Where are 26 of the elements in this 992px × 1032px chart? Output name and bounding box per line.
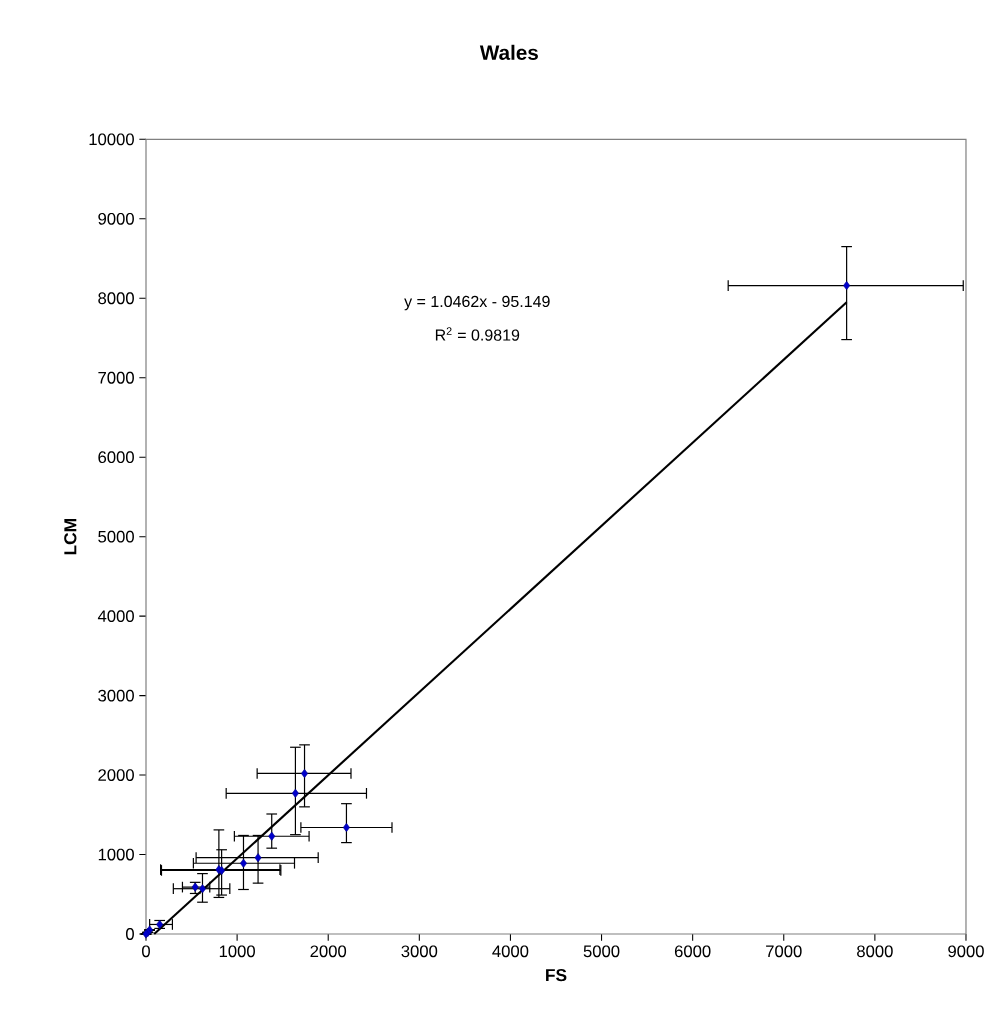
y-tick-label: 1000: [98, 848, 134, 861]
x-tick-label: 0: [142, 945, 150, 958]
y-tick-label: 9000: [98, 212, 134, 225]
x-tick-label: 8000: [857, 945, 893, 958]
y-tick-label: 6000: [98, 451, 134, 464]
y-axis-title: LCM: [64, 519, 77, 555]
y-tick-label: 3000: [98, 689, 134, 702]
x-tick-label: 6000: [674, 945, 711, 958]
x-tick-label: 1000: [219, 945, 255, 958]
x-tick-label: 4000: [492, 945, 529, 958]
annotation: R$^{2}$ = 0.9819: [435, 327, 520, 341]
y-tick-label: 4000: [97, 610, 134, 623]
x-tick-label: 3000: [401, 945, 438, 958]
y-tick-label: 10000: [89, 133, 134, 146]
y-tick-label: 2000: [98, 769, 134, 781]
y-tick-label: 5000: [98, 530, 134, 543]
y-tick-label: 8000: [98, 292, 134, 305]
y-tick-label: 0: [126, 928, 134, 940]
x-axis-title: FS: [546, 968, 567, 982]
y-tick-label: 7000: [98, 371, 134, 384]
x-tick-label: 7000: [766, 945, 802, 958]
annotation: y = 1.0462x - 95.149: [404, 295, 550, 311]
x-tick-label: 2000: [310, 945, 347, 958]
chart-title: Wales: [479, 44, 538, 60]
x-tick-label: 9000: [948, 945, 984, 958]
x-tick-label: 5000: [583, 945, 620, 958]
